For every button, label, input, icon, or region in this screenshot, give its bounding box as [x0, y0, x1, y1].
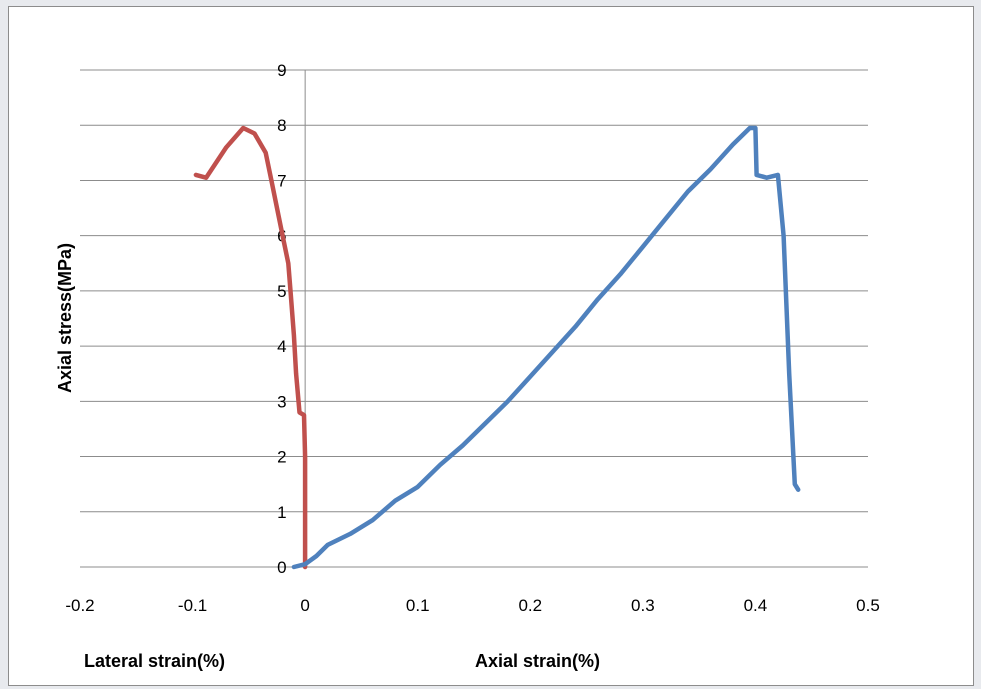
- y-tick-label-9: 9: [277, 61, 286, 80]
- y-tick-label-1: 1: [277, 503, 286, 522]
- x-axis-label-axial: Axial strain(%): [475, 651, 600, 671]
- y-tick-label-0: 0: [277, 558, 286, 577]
- y-tick-label-7: 7: [277, 171, 286, 190]
- x-axis-label-lateral: Lateral strain(%): [84, 651, 225, 671]
- y-axis-label: Axial stress(MPa): [55, 243, 75, 393]
- x-tick-labels: -0.2 -0.1 0 0.1 0.2 0.3 0.4 0.5: [65, 596, 879, 615]
- y-tick-label-5: 5: [277, 282, 286, 301]
- series-line-2: [291, 125, 801, 570]
- series-line-1: [193, 125, 308, 570]
- y-tick-label-3: 3: [277, 392, 286, 411]
- axes: [80, 70, 868, 568]
- series-group: [193, 125, 801, 570]
- y-tick-label-8: 8: [277, 116, 286, 135]
- x-tick-label-0.2: 0.2: [518, 596, 542, 615]
- gridlines: [80, 69, 868, 513]
- x-tick-label-0.4: 0.4: [744, 596, 768, 615]
- x-tick-label-0.5: 0.5: [856, 596, 880, 615]
- y-tick-label-2: 2: [277, 448, 286, 467]
- x-tick-label--0.2: -0.2: [65, 596, 94, 615]
- x-tick-label-0.3: 0.3: [631, 596, 655, 615]
- y-tick-label-4: 4: [277, 337, 286, 356]
- x-tick-label-0.1: 0.1: [406, 596, 430, 615]
- x-tick-label--0.1: -0.1: [178, 596, 207, 615]
- x-tick-label-0: 0: [300, 596, 309, 615]
